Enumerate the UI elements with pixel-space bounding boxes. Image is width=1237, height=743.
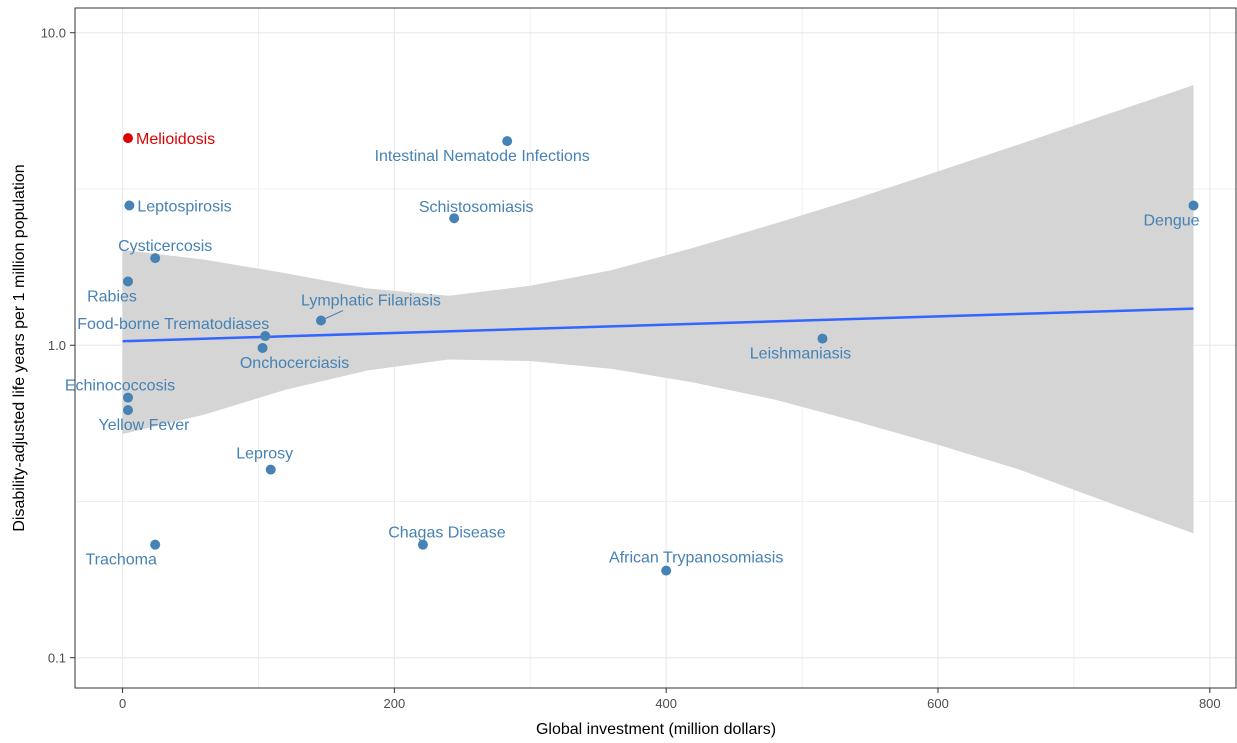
label-leptospirosis: Leptospirosis	[137, 198, 231, 215]
point-yellow-fever	[123, 405, 134, 416]
leader-line-lymphatic-filariasis	[320, 310, 344, 321]
label-leishmaniasis: Leishmaniasis	[750, 346, 851, 363]
label-leprosy: Leprosy	[236, 446, 293, 463]
point-chagas-disease	[417, 539, 428, 550]
point-dengue	[1188, 200, 1199, 211]
label-lymphatic-filariasis: Lymphatic Filariasis	[301, 292, 441, 309]
y-tick-label: 1.0	[48, 338, 66, 353]
x-tick-label: 600	[927, 696, 949, 711]
point-food-borne-trematodiases	[260, 331, 271, 342]
point-trachoma	[150, 539, 161, 550]
label-trachoma: Trachoma	[85, 552, 157, 569]
x-tick-label: 800	[1199, 696, 1221, 711]
x-tick-label: 200	[384, 696, 406, 711]
plot-border	[74, 7, 1237, 689]
y-tick-label: 10.0	[41, 26, 66, 41]
label-onchocerciasis: Onchocerciasis	[240, 355, 349, 372]
point-african-trypanosomiasis	[661, 565, 672, 576]
x-tick-label: 400	[655, 696, 677, 711]
trend-line	[122, 307, 1194, 343]
label-food-borne-trematodiases: Food-borne Trematodiases	[77, 316, 269, 333]
point-rabies	[123, 276, 134, 287]
x-axis-label: Global investment (million dollars)	[536, 721, 776, 738]
label-chagas-disease: Chagas Disease	[388, 525, 506, 542]
x-axis-ticks: 0 200 400 600 800	[119, 688, 1221, 711]
point-onchocerciasis	[257, 342, 268, 353]
label-rabies: Rabies	[87, 288, 137, 305]
point-leprosy	[265, 464, 276, 475]
label-echinococcosis: Echinococcosis	[65, 378, 175, 395]
point-leishmaniasis	[817, 333, 828, 344]
label-yellow-fever: Yellow Fever	[98, 417, 190, 434]
label-african-trypanosomiasis: African Trypanosomiasis	[609, 550, 783, 567]
data-points	[123, 133, 1199, 576]
point-labels: Melioidosis Intestinal Nematode Infection…	[65, 131, 1200, 569]
point-intestinal-nematode-infections	[502, 136, 513, 147]
point-melioidosis	[123, 133, 134, 144]
point-echinococcosis	[123, 392, 134, 403]
confidence-band	[122, 85, 1194, 534]
label-dengue: Dengue	[1143, 212, 1199, 229]
x-tick-label: 0	[119, 696, 126, 711]
label-melioidosis: Melioidosis	[136, 131, 215, 148]
y-tick-label: 0.1	[48, 651, 66, 666]
point-leptospirosis	[124, 200, 135, 211]
label-cysticercosis: Cysticercosis	[118, 238, 212, 255]
point-cysticercosis	[150, 253, 161, 264]
label-intestinal-nematode-infections: Intestinal Nematode Infections	[375, 148, 590, 165]
y-axis-ticks: 0.1 1.0 10.0	[41, 26, 75, 666]
label-schistosomiasis: Schistosomiasis	[419, 199, 534, 216]
point-schistosomiasis	[449, 213, 460, 224]
y-axis-label: Disability-adjusted life years per 1 mil…	[11, 164, 28, 531]
